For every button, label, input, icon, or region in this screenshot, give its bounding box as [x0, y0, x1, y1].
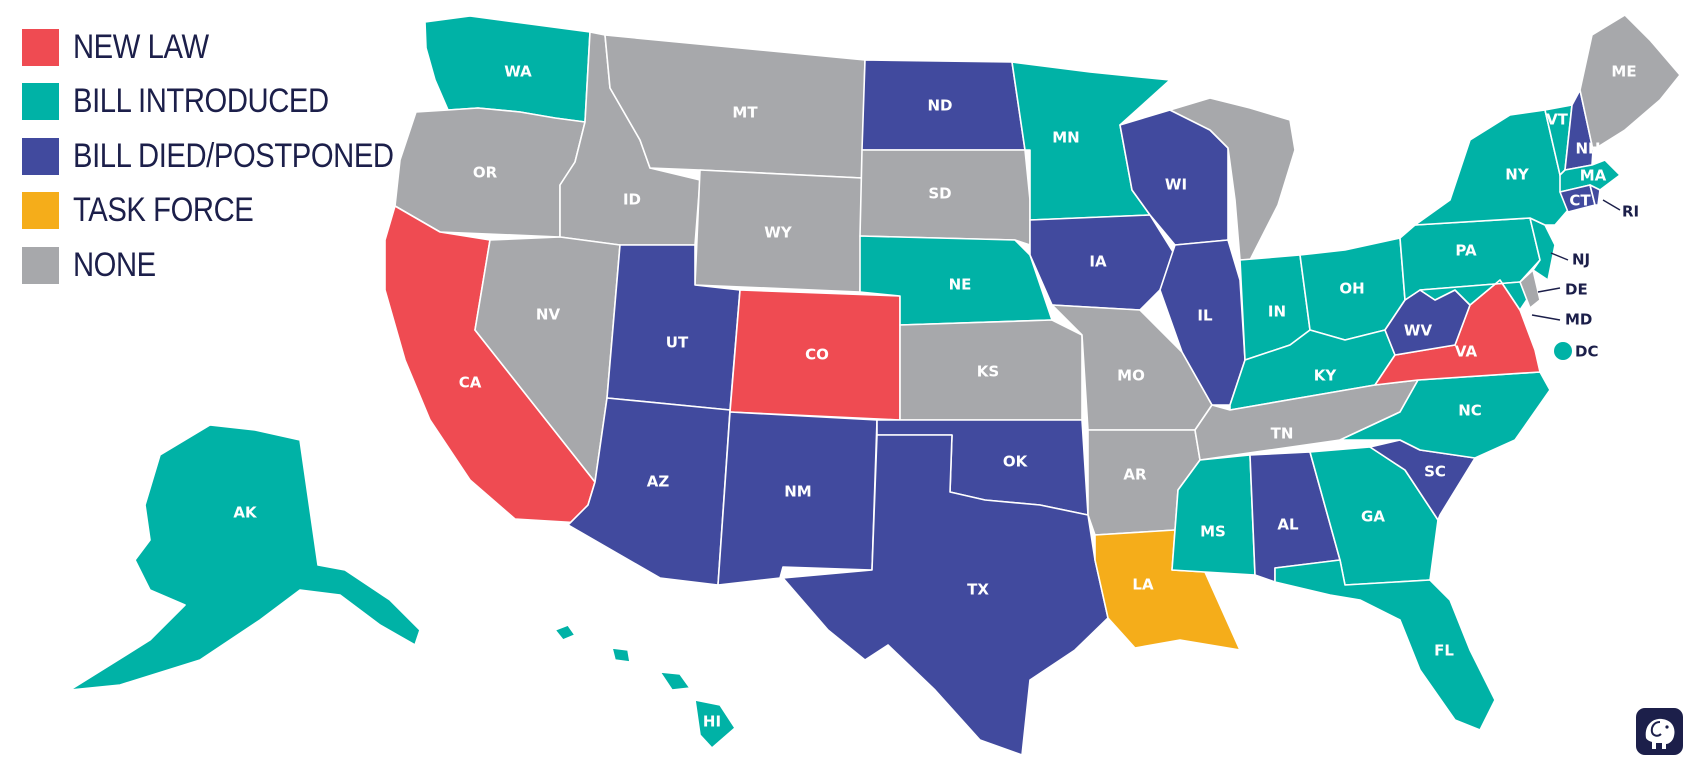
state-HI-maui[interactable] [659, 671, 691, 691]
state-label-sc: SC [1424, 463, 1446, 481]
state-HI[interactable] [694, 699, 736, 749]
legend: NEW LAW BILL INTRODUCED BILL DIED/POSTPO… [22, 20, 446, 293]
state-label-ar: AR [1123, 466, 1147, 484]
legend-label-bill-introduced: BILL INTRODUCED [73, 82, 329, 121]
legend-item-bill-died: BILL DIED/POSTPONED [22, 129, 446, 184]
state-label-mt: MT [732, 104, 758, 122]
state-label-ms: MS [1200, 523, 1226, 541]
state-label-mo: MO [1117, 367, 1145, 385]
state-label-nj: NJ [1572, 251, 1590, 269]
state-KS[interactable] [899, 319, 1083, 421]
state-label-tx: TX [967, 581, 989, 599]
state-AK[interactable] [69, 424, 421, 691]
state-label-al: AL [1277, 516, 1299, 534]
state-HI-oahu[interactable] [611, 647, 631, 663]
state-label-tn: TN [1271, 425, 1294, 443]
state-label-vt: VT [1546, 111, 1569, 129]
state-NC[interactable] [1339, 371, 1551, 459]
legend-item-new-law: NEW LAW [22, 20, 446, 75]
state-label-ga: GA [1361, 508, 1385, 526]
state-label-ne: NE [949, 276, 972, 294]
state-ME[interactable] [1579, 14, 1681, 151]
state-label-nd: ND [927, 97, 952, 115]
legend-item-task-force: TASK FORCE [22, 184, 446, 239]
state-label-de: DE [1565, 281, 1588, 299]
legend-swatch-new-law [22, 28, 59, 66]
state-label-nv: NV [536, 306, 561, 324]
state-label-pa: PA [1455, 242, 1477, 260]
state-label-ri: RI [1622, 203, 1639, 221]
callout-MD [1531, 314, 1561, 321]
legend-swatch-bill-introduced [22, 83, 59, 121]
state-TX[interactable] [782, 434, 1109, 756]
state-DE[interactable] [1519, 269, 1541, 309]
state-label-fl: FL [1434, 642, 1454, 660]
state-label-mi: MI [1288, 206, 1309, 224]
state-label-nc: NC [1458, 402, 1482, 420]
state-label-ny: NY [1505, 166, 1530, 184]
state-IA[interactable] [1029, 214, 1176, 311]
state-FL[interactable] [1274, 559, 1496, 731]
legend-label-bill-died: BILL DIED/POSTPONED [73, 136, 394, 175]
legend-label-task-force: TASK FORCE [73, 191, 254, 230]
legend-label-new-law: NEW LAW [73, 27, 209, 66]
legend-swatch-bill-died [22, 137, 59, 175]
state-label-ky: KY [1314, 367, 1338, 385]
state-label-ma: MA [1580, 167, 1607, 185]
legend-item-none: NONE [22, 238, 446, 293]
state-label-ct: CT [1569, 192, 1591, 210]
legend-swatch-none [22, 246, 59, 284]
state-label-ut: UT [666, 334, 689, 352]
callout-RI [1602, 199, 1621, 211]
state-MI[interactable] [1169, 97, 1296, 261]
legend-label-none: NONE [73, 245, 156, 284]
state-label-mn: MN [1052, 129, 1079, 147]
elephant-logo-icon [1636, 708, 1683, 755]
state-label-ca: CA [459, 374, 482, 392]
state-label-id: ID [623, 191, 641, 209]
state-label-nm: NM [784, 483, 811, 501]
state-label-me: ME [1611, 63, 1636, 81]
state-label-dc: DC [1575, 343, 1598, 361]
state-label-ok: OK [1003, 453, 1029, 471]
state-label-nh: NH [1575, 140, 1600, 158]
state-label-co: CO [805, 346, 829, 364]
state-label-sd: SD [928, 185, 951, 203]
state-DC[interactable] [1554, 342, 1572, 360]
legend-swatch-task-force [22, 192, 59, 230]
state-label-wv: WV [1404, 322, 1433, 340]
state-label-la: LA [1132, 576, 1154, 594]
state-label-oh: OH [1339, 280, 1364, 298]
state-label-az: AZ [647, 473, 670, 491]
state-NY[interactable] [1414, 109, 1569, 226]
state-label-md: MD [1565, 311, 1592, 329]
state-NH[interactable] [1564, 89, 1594, 171]
state-label-wy: WY [764, 224, 793, 242]
state-label-wa: WA [504, 63, 532, 81]
callout-DE [1537, 287, 1561, 293]
state-label-or: OR [473, 164, 498, 182]
state-label-wi: WI [1165, 176, 1187, 194]
state-label-ks: KS [977, 363, 999, 381]
state-label-il: IL [1197, 307, 1213, 325]
state-label-va: VA [1455, 343, 1478, 361]
state-label-ak: AK [233, 504, 258, 522]
state-HI-kauai[interactable] [554, 624, 576, 641]
state-label-in: IN [1268, 303, 1286, 321]
state-label-hi: HI [703, 713, 721, 731]
legend-item-bill-introduced: BILL INTRODUCED [22, 75, 446, 130]
state-label-ia: IA [1089, 253, 1107, 271]
callout-NJ [1550, 252, 1569, 261]
state-RI[interactable] [1589, 184, 1601, 206]
